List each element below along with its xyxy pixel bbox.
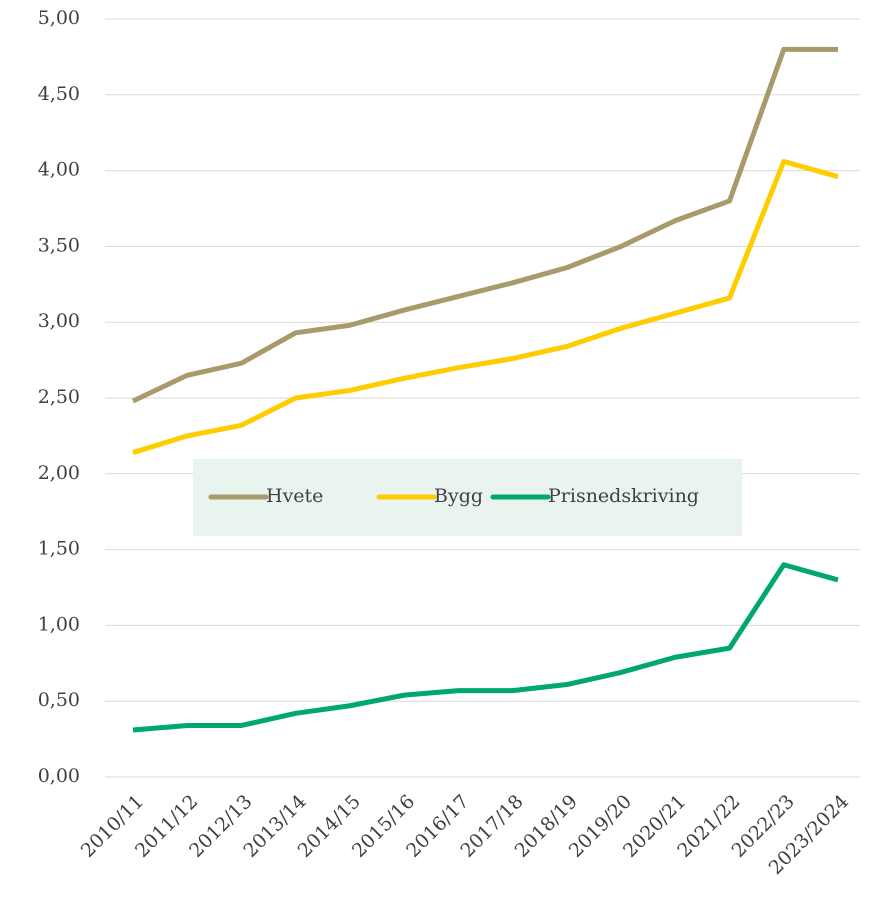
y-tick-label: 2,00 <box>38 462 80 484</box>
y-tick-label: 1,50 <box>38 538 80 560</box>
y-tick-label: 0,00 <box>38 765 80 787</box>
y-tick-label: 1,00 <box>38 613 80 635</box>
y-tick-label: 5,00 <box>38 7 80 29</box>
y-tick-label: 4,00 <box>38 159 80 181</box>
y-tick-label: 3,50 <box>38 234 80 256</box>
y-tick-label: 4,50 <box>38 83 80 105</box>
series-line <box>131 46 838 404</box>
y-tick-label: 3,00 <box>38 310 80 332</box>
legend: Hvete Bygg Prisnedskriving <box>193 459 742 536</box>
legend-label: Bygg <box>434 485 483 507</box>
y-tick-label: 0,50 <box>38 689 80 711</box>
legend-label: Hvete <box>266 485 323 507</box>
y-tick-label: 2,50 <box>38 386 80 408</box>
legend-label: Prisnedskriving <box>548 485 699 507</box>
legend-box <box>193 459 742 536</box>
series-line <box>132 159 839 455</box>
series-line <box>132 562 839 733</box>
